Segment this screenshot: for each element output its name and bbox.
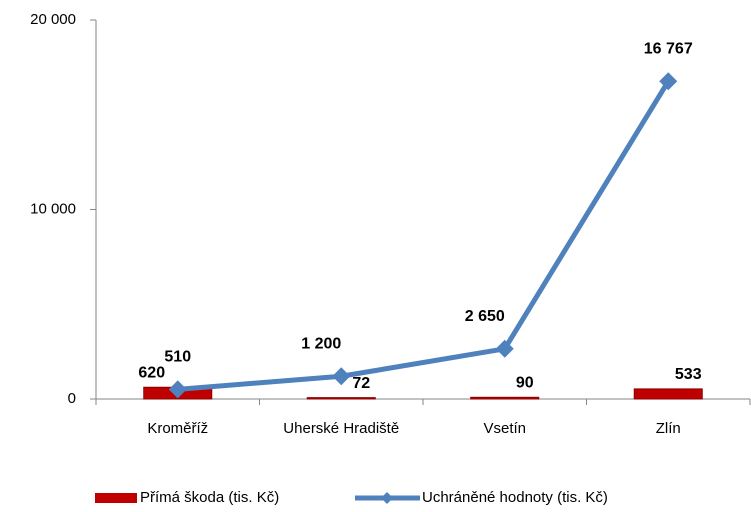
- y-tick-label: 20 000: [30, 11, 76, 28]
- line-value-label: 2 650: [465, 308, 505, 325]
- x-tick-label: Kroměříž: [147, 420, 208, 437]
- line-marker: [495, 339, 514, 358]
- x-tick-label: Vsetín: [483, 420, 526, 437]
- bar: [470, 396, 540, 400]
- line-value-label: 16 767: [644, 40, 693, 57]
- line: [177, 79, 671, 392]
- bar-value-label: 620: [138, 364, 165, 381]
- legend-label: Přímá škoda (tis. Kč): [140, 489, 279, 506]
- line-value-label: 1 200: [301, 335, 341, 352]
- legend-swatch: [95, 493, 137, 503]
- line-marker: [332, 367, 351, 386]
- legend-marker: [381, 492, 393, 504]
- bar-value-label: 533: [675, 366, 702, 383]
- bar-value-label: 90: [516, 375, 534, 392]
- legend-label: Uchráněné hodnoty (tis. Kč): [422, 489, 608, 506]
- y-tick-label: 10 000: [30, 200, 76, 217]
- line-value-label: 510: [164, 349, 191, 366]
- bar-value-label: 72: [352, 375, 370, 392]
- bar: [633, 388, 703, 400]
- y-tick-label: 0: [68, 390, 76, 407]
- line-marker: [659, 72, 678, 91]
- line-marker: [168, 380, 187, 399]
- x-tick-label: Zlín: [656, 420, 681, 437]
- bar: [306, 397, 376, 400]
- x-tick-label: Uherské Hradiště: [283, 420, 399, 437]
